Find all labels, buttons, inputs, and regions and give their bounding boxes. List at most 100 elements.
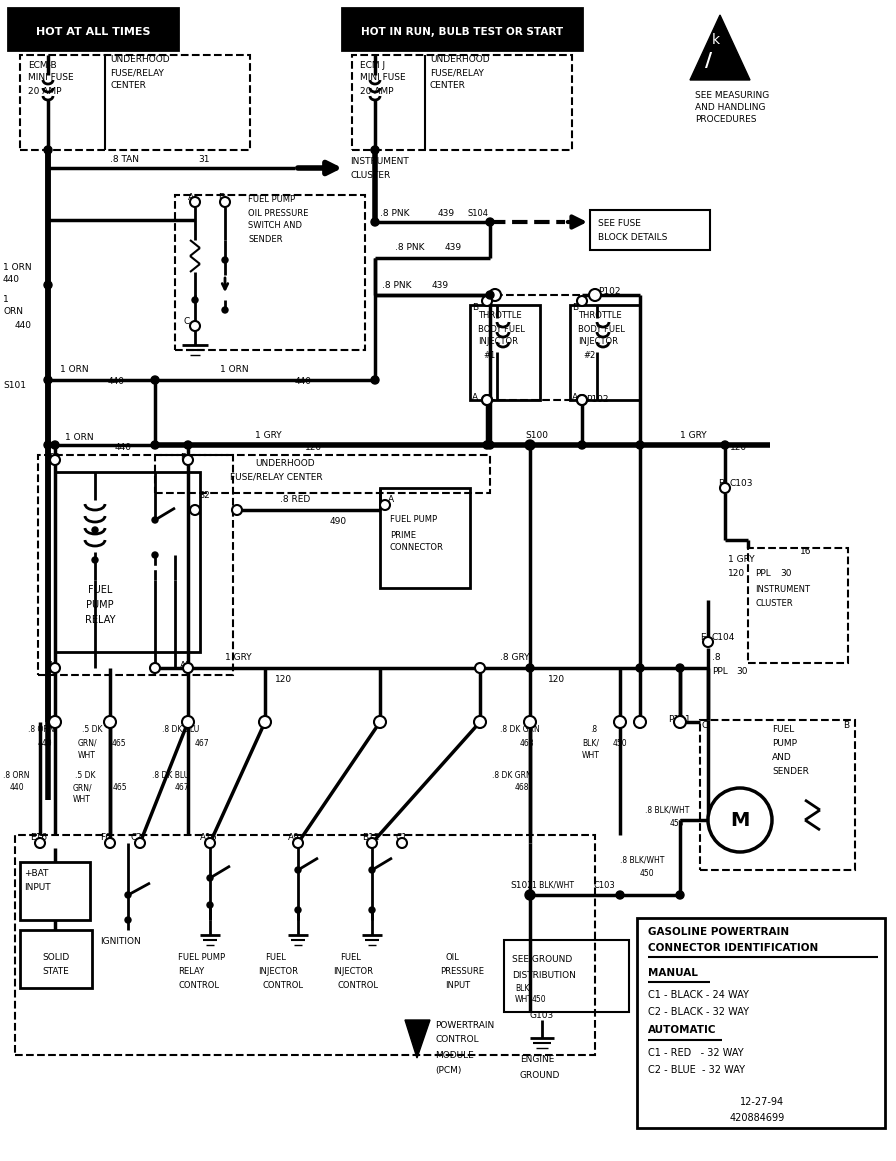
Circle shape [676, 890, 684, 899]
Text: .8: .8 [712, 654, 720, 663]
Text: 120: 120 [305, 442, 323, 452]
Circle shape [486, 441, 494, 449]
Text: S102: S102 [510, 880, 533, 889]
Circle shape [190, 197, 200, 207]
Circle shape [367, 838, 377, 848]
Text: /: / [705, 50, 712, 70]
Text: B1: B1 [180, 454, 192, 462]
Text: A: A [472, 394, 478, 403]
Text: MANUAL: MANUAL [648, 968, 698, 978]
Text: MINI FUSE: MINI FUSE [28, 73, 73, 82]
Circle shape [151, 441, 159, 449]
Circle shape [220, 197, 230, 207]
Text: 467: 467 [175, 784, 190, 793]
Circle shape [50, 663, 60, 673]
Text: HOT IN RUN, BULB TEST OR START: HOT IN RUN, BULB TEST OR START [361, 27, 563, 37]
Text: F6: F6 [100, 834, 111, 843]
Text: CENTER: CENTER [110, 81, 146, 91]
Text: THROTTLE: THROTTLE [578, 311, 622, 320]
Text: C2 - BLACK - 32 WAY: C2 - BLACK - 32 WAY [648, 1007, 749, 1017]
Text: 490: 490 [330, 518, 347, 526]
Text: #1: #1 [483, 351, 495, 360]
Text: INPUT: INPUT [445, 981, 470, 990]
Text: A: A [388, 496, 394, 505]
Circle shape [182, 716, 194, 728]
Text: D: D [218, 193, 225, 202]
Text: +BAT: +BAT [24, 870, 48, 879]
Text: 450: 450 [640, 868, 655, 878]
Text: SWITCH AND: SWITCH AND [248, 222, 302, 231]
Circle shape [614, 716, 626, 728]
Text: A3: A3 [180, 661, 192, 670]
Circle shape [184, 441, 192, 449]
Circle shape [35, 838, 45, 848]
Text: HOT AT ALL TIMES: HOT AT ALL TIMES [36, 27, 151, 37]
Text: 120: 120 [548, 676, 565, 685]
Text: PRESSURE: PRESSURE [440, 967, 484, 976]
Circle shape [51, 441, 59, 449]
Circle shape [104, 716, 116, 728]
Text: B12: B12 [362, 834, 380, 843]
Circle shape [374, 716, 386, 728]
Text: WHT: WHT [73, 795, 90, 805]
Text: FUSE/RELAY: FUSE/RELAY [110, 68, 164, 78]
Text: 1 ORN: 1 ORN [60, 366, 89, 375]
Text: 30: 30 [780, 569, 791, 577]
Text: MODULE: MODULE [435, 1051, 474, 1060]
Text: UNDERHOOD: UNDERHOOD [430, 56, 489, 65]
Bar [504, 940, 629, 1012]
Text: 440: 440 [108, 377, 125, 387]
Bar [637, 918, 885, 1128]
Text: P101: P101 [668, 715, 691, 724]
Text: C1 - RED   - 32 WAY: C1 - RED - 32 WAY [648, 1048, 744, 1058]
Text: SENDER: SENDER [772, 767, 809, 777]
Text: 1: 1 [3, 296, 9, 304]
Text: PPL: PPL [755, 569, 771, 577]
Polygon shape [690, 15, 750, 80]
Text: BLK/: BLK/ [515, 983, 532, 993]
Bar [352, 55, 572, 150]
Text: C1 - BLACK - 24 WAY: C1 - BLACK - 24 WAY [648, 990, 749, 1000]
Bar [342, 8, 582, 50]
Text: 1 GRY: 1 GRY [255, 431, 281, 440]
Circle shape [475, 663, 485, 673]
Text: .8 DK GRN: .8 DK GRN [492, 771, 531, 779]
Circle shape [135, 838, 145, 848]
Text: 450: 450 [670, 819, 685, 828]
Text: AND: AND [772, 753, 792, 763]
Text: 20 AMP: 20 AMP [28, 87, 62, 95]
Text: 31: 31 [198, 156, 210, 165]
Text: .8 DK BLU: .8 DK BLU [162, 726, 199, 735]
Text: GRN/: GRN/ [73, 784, 92, 793]
Bar [175, 195, 365, 349]
Text: FUSE/RELAY: FUSE/RELAY [430, 68, 484, 78]
Circle shape [222, 257, 228, 264]
Circle shape [232, 505, 242, 515]
Bar [155, 455, 490, 493]
Circle shape [577, 395, 587, 405]
Circle shape [577, 296, 587, 307]
Text: 120: 120 [730, 442, 747, 452]
Text: P102: P102 [598, 288, 621, 296]
Circle shape [486, 218, 494, 226]
Text: .8 BLK/WHT: .8 BLK/WHT [620, 856, 664, 865]
Text: 440: 440 [10, 784, 24, 793]
Text: SEE MEASURING: SEE MEASURING [695, 91, 770, 100]
Circle shape [50, 455, 60, 466]
Text: C: C [702, 721, 708, 730]
Circle shape [708, 788, 772, 852]
Circle shape [207, 875, 213, 881]
Text: GASOLINE POWERTRAIN: GASOLINE POWERTRAIN [648, 926, 789, 937]
Circle shape [125, 917, 131, 923]
Bar [55, 473, 200, 652]
Bar [20, 861, 90, 920]
Bar [20, 55, 250, 150]
Text: SENDER: SENDER [248, 235, 282, 244]
Bar [700, 720, 855, 870]
Text: C: C [183, 317, 189, 326]
Bar [570, 305, 640, 401]
Text: 450: 450 [532, 995, 547, 1004]
Text: GRN/: GRN/ [78, 738, 98, 748]
Text: 1 GRY: 1 GRY [225, 654, 252, 663]
Text: STATE: STATE [43, 967, 69, 976]
